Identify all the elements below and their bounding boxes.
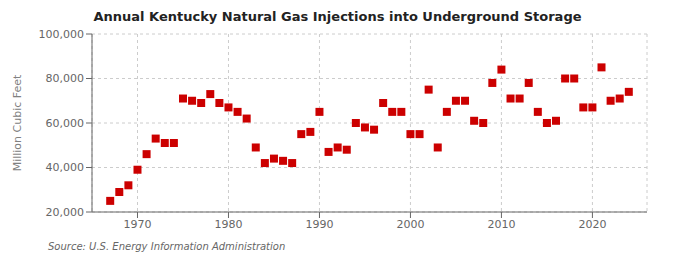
svg-text:2010: 2010 (487, 218, 515, 231)
svg-text:1970: 1970 (123, 218, 151, 231)
svg-text:1980: 1980 (214, 218, 242, 231)
svg-text:80,000: 80,000 (46, 72, 85, 85)
html-text:Annual Kentucky Natural Gas In: Annual Kentucky Natural Gas Injections i… (93, 9, 582, 24)
svg-text:2000: 2000 (396, 218, 424, 231)
svg-text:2020: 2020 (578, 218, 606, 231)
svg-text:100,000: 100,000 (39, 28, 85, 41)
html-text:Source: U.S. Energy Informatio: Source: U.S. Energy Information Administ… (48, 241, 286, 252)
svg-text:1990: 1990 (305, 218, 333, 231)
svg-text:40,000: 40,000 (46, 161, 85, 174)
svg-text:Million Cubic Feet: Million Cubic Feet (11, 74, 24, 171)
svg-text:60,000: 60,000 (46, 117, 85, 130)
svg-text:20,000: 20,000 (46, 206, 85, 219)
